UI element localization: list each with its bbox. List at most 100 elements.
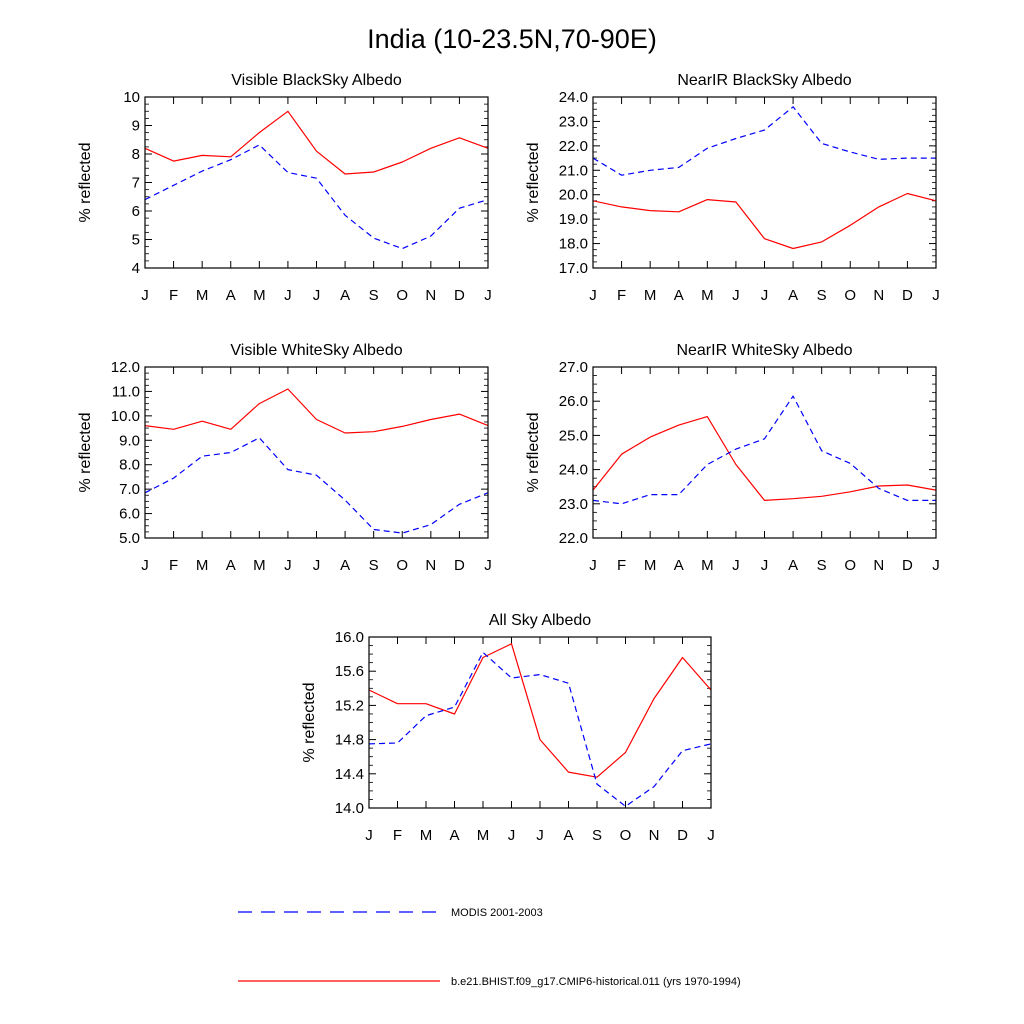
x-tick-label: J bbox=[536, 827, 544, 844]
x-tick-label: F bbox=[617, 557, 626, 574]
x-tick-label: S bbox=[369, 287, 379, 304]
x-tick-label: J bbox=[141, 287, 149, 304]
y-axis-label: % reflected bbox=[77, 412, 94, 492]
plot-frame bbox=[144, 96, 489, 269]
y-axis-label: % reflected bbox=[301, 682, 318, 762]
y-tick-label: 22.0 bbox=[559, 138, 588, 155]
figure-title: India (10-23.5N,70-90E) bbox=[367, 24, 657, 54]
series-line-modis bbox=[592, 106, 936, 176]
panel-title: Visible WhiteSky Albedo bbox=[230, 342, 402, 359]
x-tick-label: J bbox=[484, 557, 492, 574]
x-tick-label: J bbox=[141, 557, 149, 574]
x-tick-label: J bbox=[284, 287, 292, 304]
x-tick-label: A bbox=[226, 557, 236, 574]
y-tick-label: 5 bbox=[132, 232, 140, 249]
x-tick-label: M bbox=[644, 287, 657, 304]
y-tick-label: 22.0 bbox=[559, 530, 588, 547]
x-tick-label: A bbox=[563, 827, 573, 844]
y-tick-label: 26.0 bbox=[559, 393, 588, 410]
y-tick-label: 4 bbox=[132, 260, 140, 277]
y-tick-label: 7 bbox=[132, 175, 140, 192]
series-line-model bbox=[592, 192, 937, 250]
panels: Visible BlackSky Albedo % reflected 4 5 6 7 8 9… bbox=[77, 72, 940, 844]
panel-title: All Sky Albedo bbox=[489, 612, 591, 629]
x-tick-label: S bbox=[817, 557, 827, 574]
x-tick-label: J bbox=[484, 287, 492, 304]
y-axis-label: % reflected bbox=[525, 412, 542, 492]
y-tick-label: 20.0 bbox=[559, 187, 588, 204]
x-tick-label: O bbox=[844, 287, 856, 304]
x-tick-label: A bbox=[788, 287, 798, 304]
x-tick-label: M bbox=[196, 557, 209, 574]
x-tick-label: M bbox=[253, 557, 266, 574]
x-tick-label: S bbox=[592, 827, 602, 844]
x-tick-label: N bbox=[425, 287, 436, 304]
y-tick-label: 6 bbox=[132, 203, 140, 220]
y-tick-label: 21.0 bbox=[559, 162, 588, 179]
series-line-model bbox=[592, 416, 937, 501]
x-tick-label: J bbox=[707, 827, 715, 844]
x-tick-label: M bbox=[420, 827, 433, 844]
x-tick-label: F bbox=[169, 287, 178, 304]
x-tick-label: O bbox=[620, 827, 632, 844]
y-tick-label: 15.6 bbox=[335, 663, 364, 680]
x-tick-label: J bbox=[313, 557, 321, 574]
x-tick-label: A bbox=[674, 557, 684, 574]
y-tick-label: 10.0 bbox=[111, 408, 140, 425]
x-tick-label: J bbox=[761, 287, 769, 304]
y-tick-label: 16.0 bbox=[335, 629, 364, 646]
x-tick-label: J bbox=[508, 827, 516, 844]
panel-2: NearIR BlackSky Albedo % reflected 17.0 18.… bbox=[525, 72, 940, 304]
y-tick-label: 14.0 bbox=[335, 800, 364, 817]
series-line-modis bbox=[144, 437, 489, 534]
x-tick-label: J bbox=[932, 287, 940, 304]
series-line-modis bbox=[592, 395, 936, 505]
x-tick-label: D bbox=[902, 557, 913, 574]
x-tick-label: J bbox=[761, 557, 769, 574]
x-tick-label: A bbox=[674, 287, 684, 304]
y-tick-label: 14.8 bbox=[335, 732, 364, 749]
panel-1: Visible BlackSky Albedo % reflected 4 5 6 7 8 9… bbox=[77, 72, 492, 304]
x-tick-label: N bbox=[649, 827, 660, 844]
x-tick-label: F bbox=[169, 557, 178, 574]
x-tick-label: M bbox=[253, 287, 266, 304]
y-tick-label: 9.0 bbox=[119, 432, 140, 449]
legend-label-modis: MODIS 2001-2003 bbox=[451, 907, 543, 919]
x-tick-label: M bbox=[701, 287, 714, 304]
x-tick-label: N bbox=[425, 557, 436, 574]
x-tick-label: A bbox=[788, 557, 798, 574]
x-tick-label: J bbox=[732, 557, 740, 574]
panel-title: NearIR BlackSky Albedo bbox=[677, 72, 851, 89]
x-tick-label: J bbox=[932, 557, 940, 574]
y-tick-label: 7.0 bbox=[119, 481, 140, 498]
x-tick-label: S bbox=[369, 557, 379, 574]
y-tick-label: 23.0 bbox=[559, 496, 588, 513]
x-tick-label: J bbox=[589, 287, 597, 304]
x-tick-label: D bbox=[454, 287, 465, 304]
x-tick-label: N bbox=[873, 287, 884, 304]
x-tick-label: J bbox=[732, 287, 740, 304]
panel-title: NearIR WhiteSky Albedo bbox=[676, 342, 852, 359]
plot-frame bbox=[368, 636, 712, 809]
x-tick-label: O bbox=[396, 557, 408, 574]
y-tick-label: 15.2 bbox=[335, 697, 364, 714]
panel-4: NearIR WhiteSky Albedo % reflected 22.0 23.… bbox=[525, 342, 940, 574]
series-line-model bbox=[144, 388, 489, 434]
y-tick-label: 8 bbox=[132, 146, 140, 163]
y-tick-label: 24.0 bbox=[559, 89, 588, 106]
y-tick-label: 17.0 bbox=[559, 260, 588, 277]
y-tick-label: 12.0 bbox=[111, 359, 140, 376]
y-tick-label: 14.4 bbox=[335, 766, 364, 783]
x-tick-label: J bbox=[589, 557, 597, 574]
y-tick-label: 19.0 bbox=[559, 211, 588, 228]
y-tick-label: 25.0 bbox=[559, 427, 588, 444]
panel-title: Visible BlackSky Albedo bbox=[231, 72, 402, 89]
x-tick-label: F bbox=[617, 287, 626, 304]
x-tick-label: A bbox=[226, 287, 236, 304]
y-tick-label: 27.0 bbox=[559, 359, 588, 376]
x-tick-label: A bbox=[449, 827, 459, 844]
x-tick-label: A bbox=[340, 557, 350, 574]
x-tick-label: N bbox=[873, 557, 884, 574]
plot-frame bbox=[144, 366, 489, 539]
